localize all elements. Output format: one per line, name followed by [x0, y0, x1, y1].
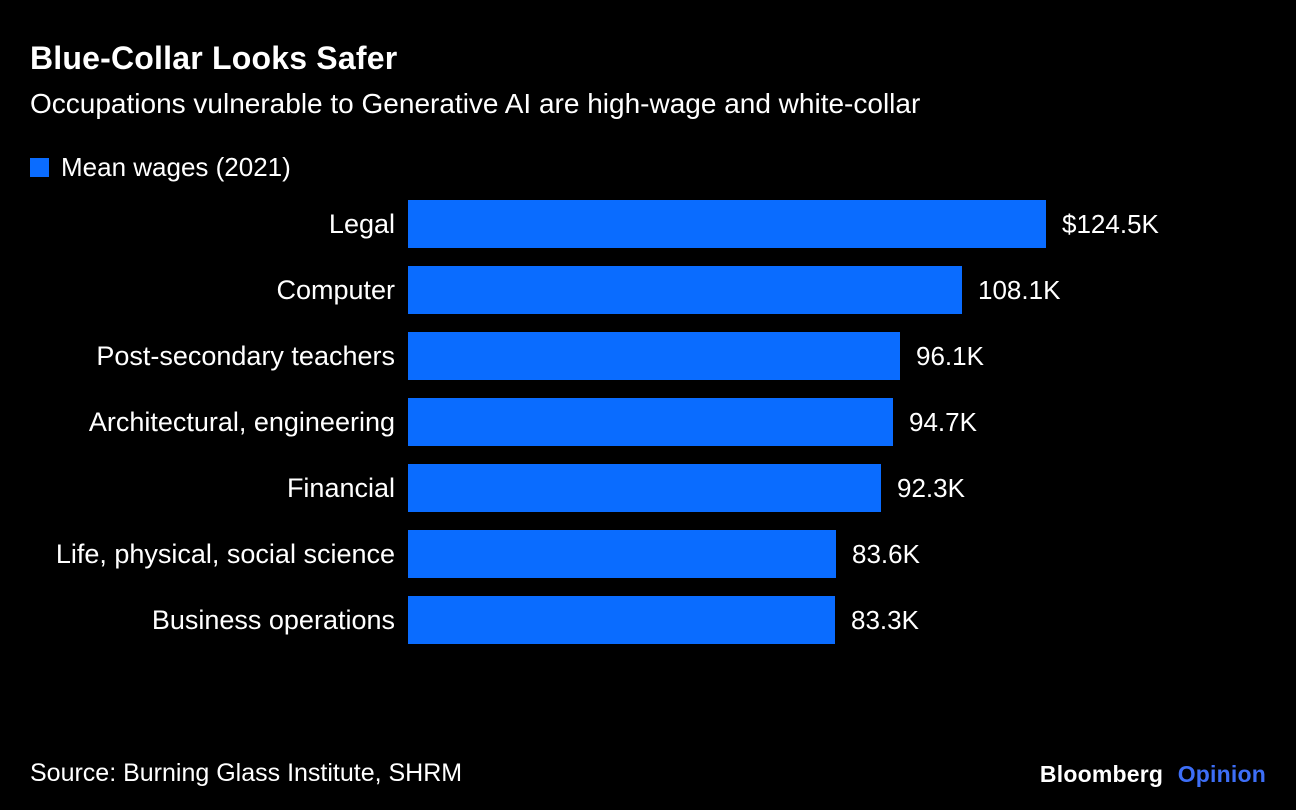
value-label: 83.6K: [852, 538, 920, 569]
chart-footer: Source: Burning Glass Institute, SHRM Bl…: [30, 759, 1266, 788]
bar: [408, 332, 900, 380]
bar-row: Legal $124.5K: [30, 200, 1266, 248]
category-label: Post-secondary teachers: [96, 340, 395, 371]
bar: [408, 464, 881, 512]
bar-chart: Legal $124.5K Computer 108.1K Post-secondary…: [30, 200, 1266, 662]
bar: [408, 530, 836, 578]
value-label: $124.5K: [1062, 208, 1159, 239]
brand-logo: Bloomberg Opinion: [1040, 761, 1266, 788]
bar-row: Life, physical, social science 83.6K: [30, 530, 1266, 578]
brand-suffix: Opinion: [1177, 761, 1266, 787]
bar-row: Financial 92.3K: [30, 464, 1266, 512]
category-label: Legal: [328, 208, 395, 239]
value-label: 94.7K: [909, 406, 977, 437]
bar-row: Architectural, engineering 94.7K: [30, 398, 1266, 446]
value-label: 83.3K: [851, 604, 919, 635]
bar: [408, 398, 893, 446]
bar: [408, 200, 1046, 248]
category-label: Computer: [276, 274, 395, 305]
bar-row: Business operations 83.3K: [30, 596, 1266, 644]
bar: [408, 266, 962, 314]
brand-name: Bloomberg: [1039, 761, 1164, 787]
legend-swatch: [30, 158, 49, 177]
source-note: Source: Burning Glass Institute, SHRM: [30, 759, 463, 787]
value-label: 108.1K: [978, 274, 1061, 305]
bar-row: Post-secondary teachers 96.1K: [30, 332, 1266, 380]
category-label: Financial: [286, 472, 395, 503]
chart-title: Blue-Collar Looks Safer: [30, 40, 398, 76]
legend-label: Mean wages (2021): [61, 152, 291, 182]
category-label: Life, physical, social science: [55, 538, 395, 569]
value-label: 96.1K: [916, 340, 984, 371]
category-label: Architectural, engineering: [88, 406, 395, 437]
legend: Mean wages (2021): [30, 152, 291, 183]
bar: [408, 596, 835, 644]
category-label: Business operations: [151, 604, 395, 635]
bar-row: Computer 108.1K: [30, 266, 1266, 314]
value-label: 92.3K: [897, 472, 965, 503]
chart-subtitle: Occupations vulnerable to Generative AI …: [30, 88, 921, 119]
